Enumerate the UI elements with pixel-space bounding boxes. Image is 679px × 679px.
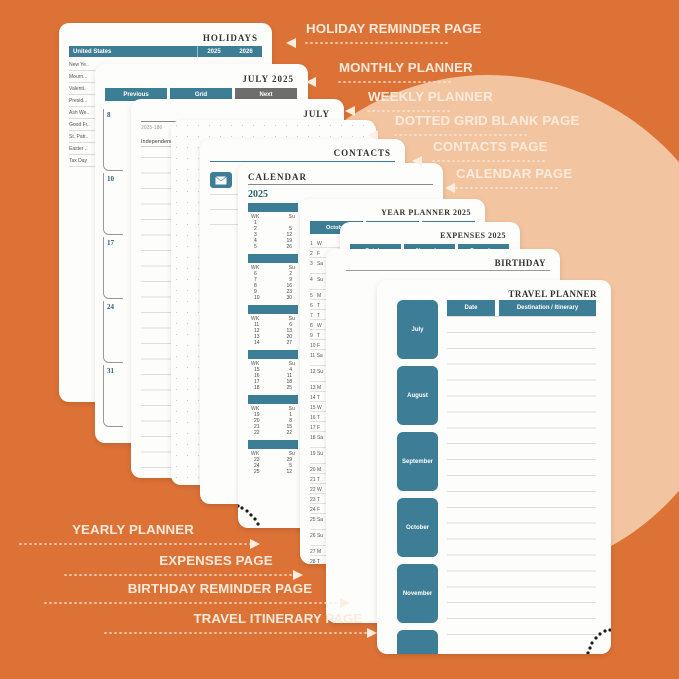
svg-text:YEARLY PLANNER: YEARLY PLANNER (72, 522, 194, 537)
svg-text:BIRTHDAY REMINDER PAGE: BIRTHDAY REMINDER PAGE (128, 581, 312, 596)
svg-text:TRAVEL ITINERARY PAGE: TRAVEL ITINERARY PAGE (193, 611, 362, 626)
svg-text:EXPENSES PAGE: EXPENSES PAGE (159, 553, 272, 568)
